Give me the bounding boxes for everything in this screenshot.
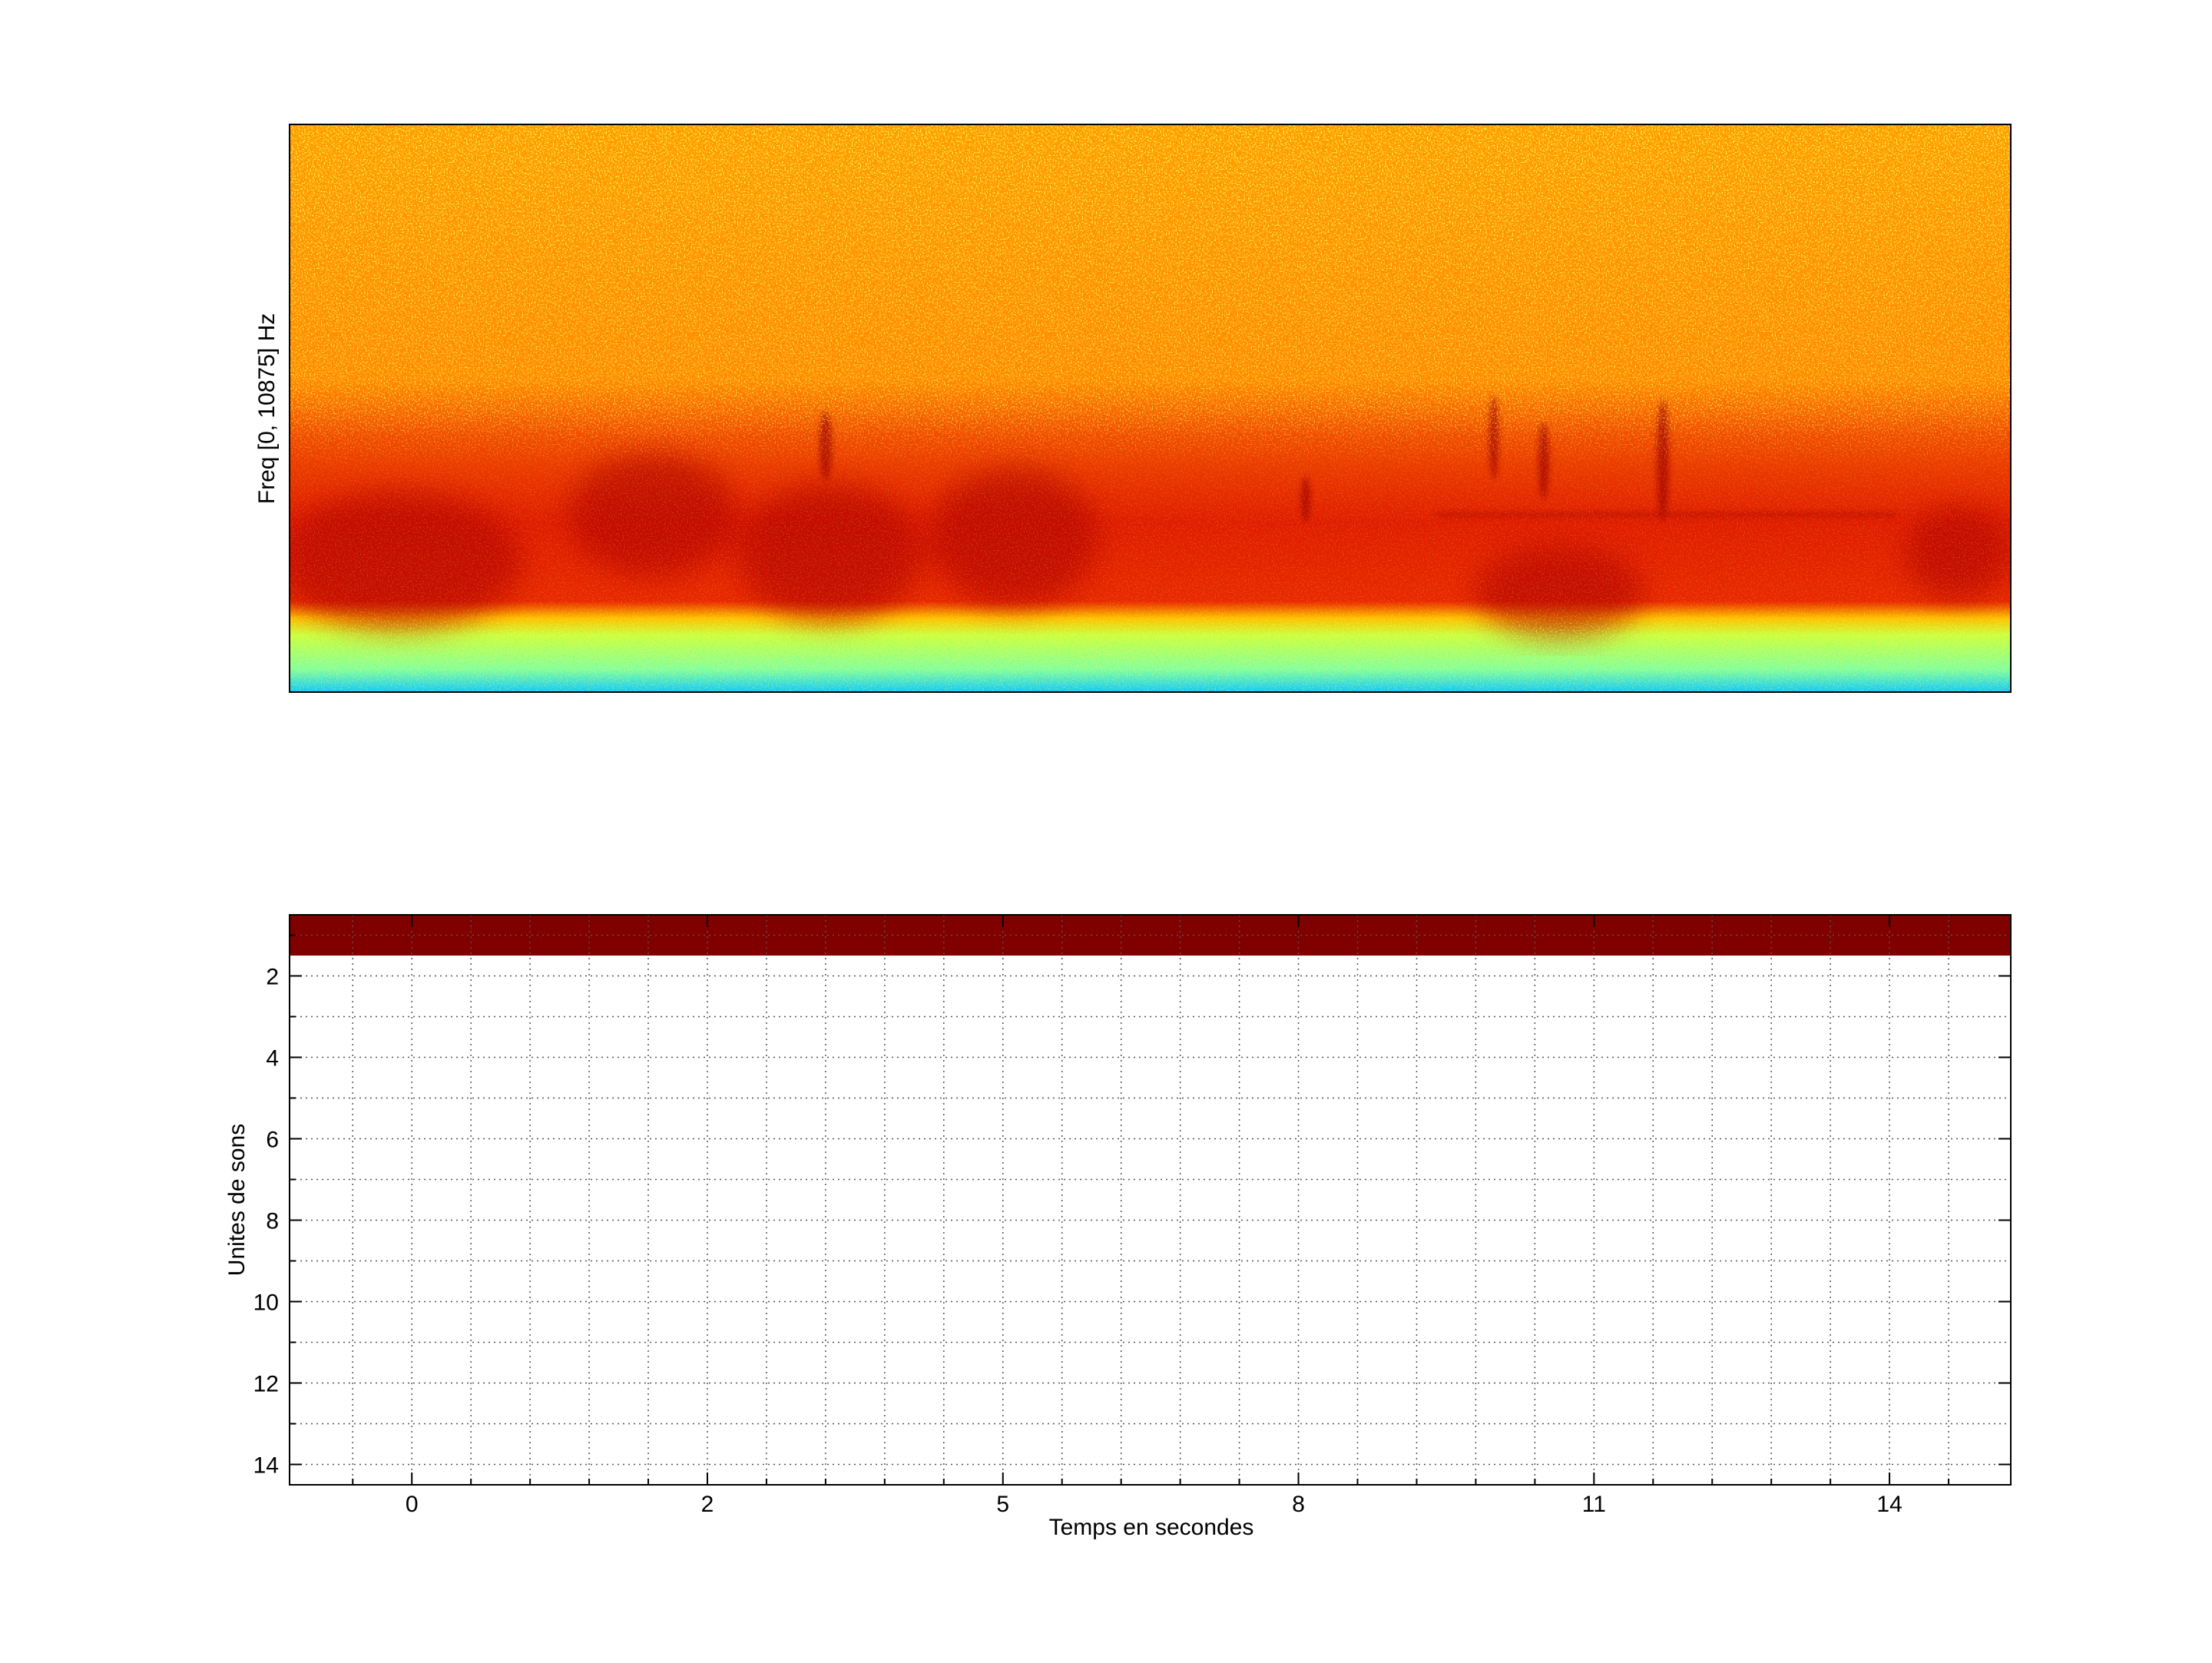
axes-frame [289, 914, 2012, 1486]
top-axes-frame [289, 124, 2012, 693]
x-tick-label: 8 [1292, 1492, 1305, 1517]
y-axis-label: Unites de sons [224, 1124, 250, 1276]
y-tick-label: 8 [266, 1209, 279, 1234]
x-tick-label: 11 [1582, 1492, 1606, 1517]
y-tick-label: 4 [266, 1046, 279, 1072]
x-axis-label: Temps en secondes [1049, 1515, 1254, 1540]
x-tick-label: 2 [701, 1492, 714, 1517]
y-tick-label: 10 [253, 1290, 279, 1316]
bottom-axes: 0 2 5 8 11 14 2 4 6 8 10 12 14 [253, 914, 2012, 1517]
x-tick-label: 5 [996, 1492, 1009, 1517]
y-tick-label: 6 [266, 1128, 279, 1153]
x-tick-label: 14 [1876, 1492, 1902, 1517]
y-axis-label: Freq [0, 10875] Hz [254, 313, 280, 504]
x-tick-label: 0 [406, 1492, 419, 1517]
y-tick-label: 12 [253, 1372, 279, 1397]
spectrogram-image [290, 124, 2011, 692]
y-tick-label: 2 [266, 965, 279, 990]
y-tick-label: 14 [253, 1453, 279, 1479]
